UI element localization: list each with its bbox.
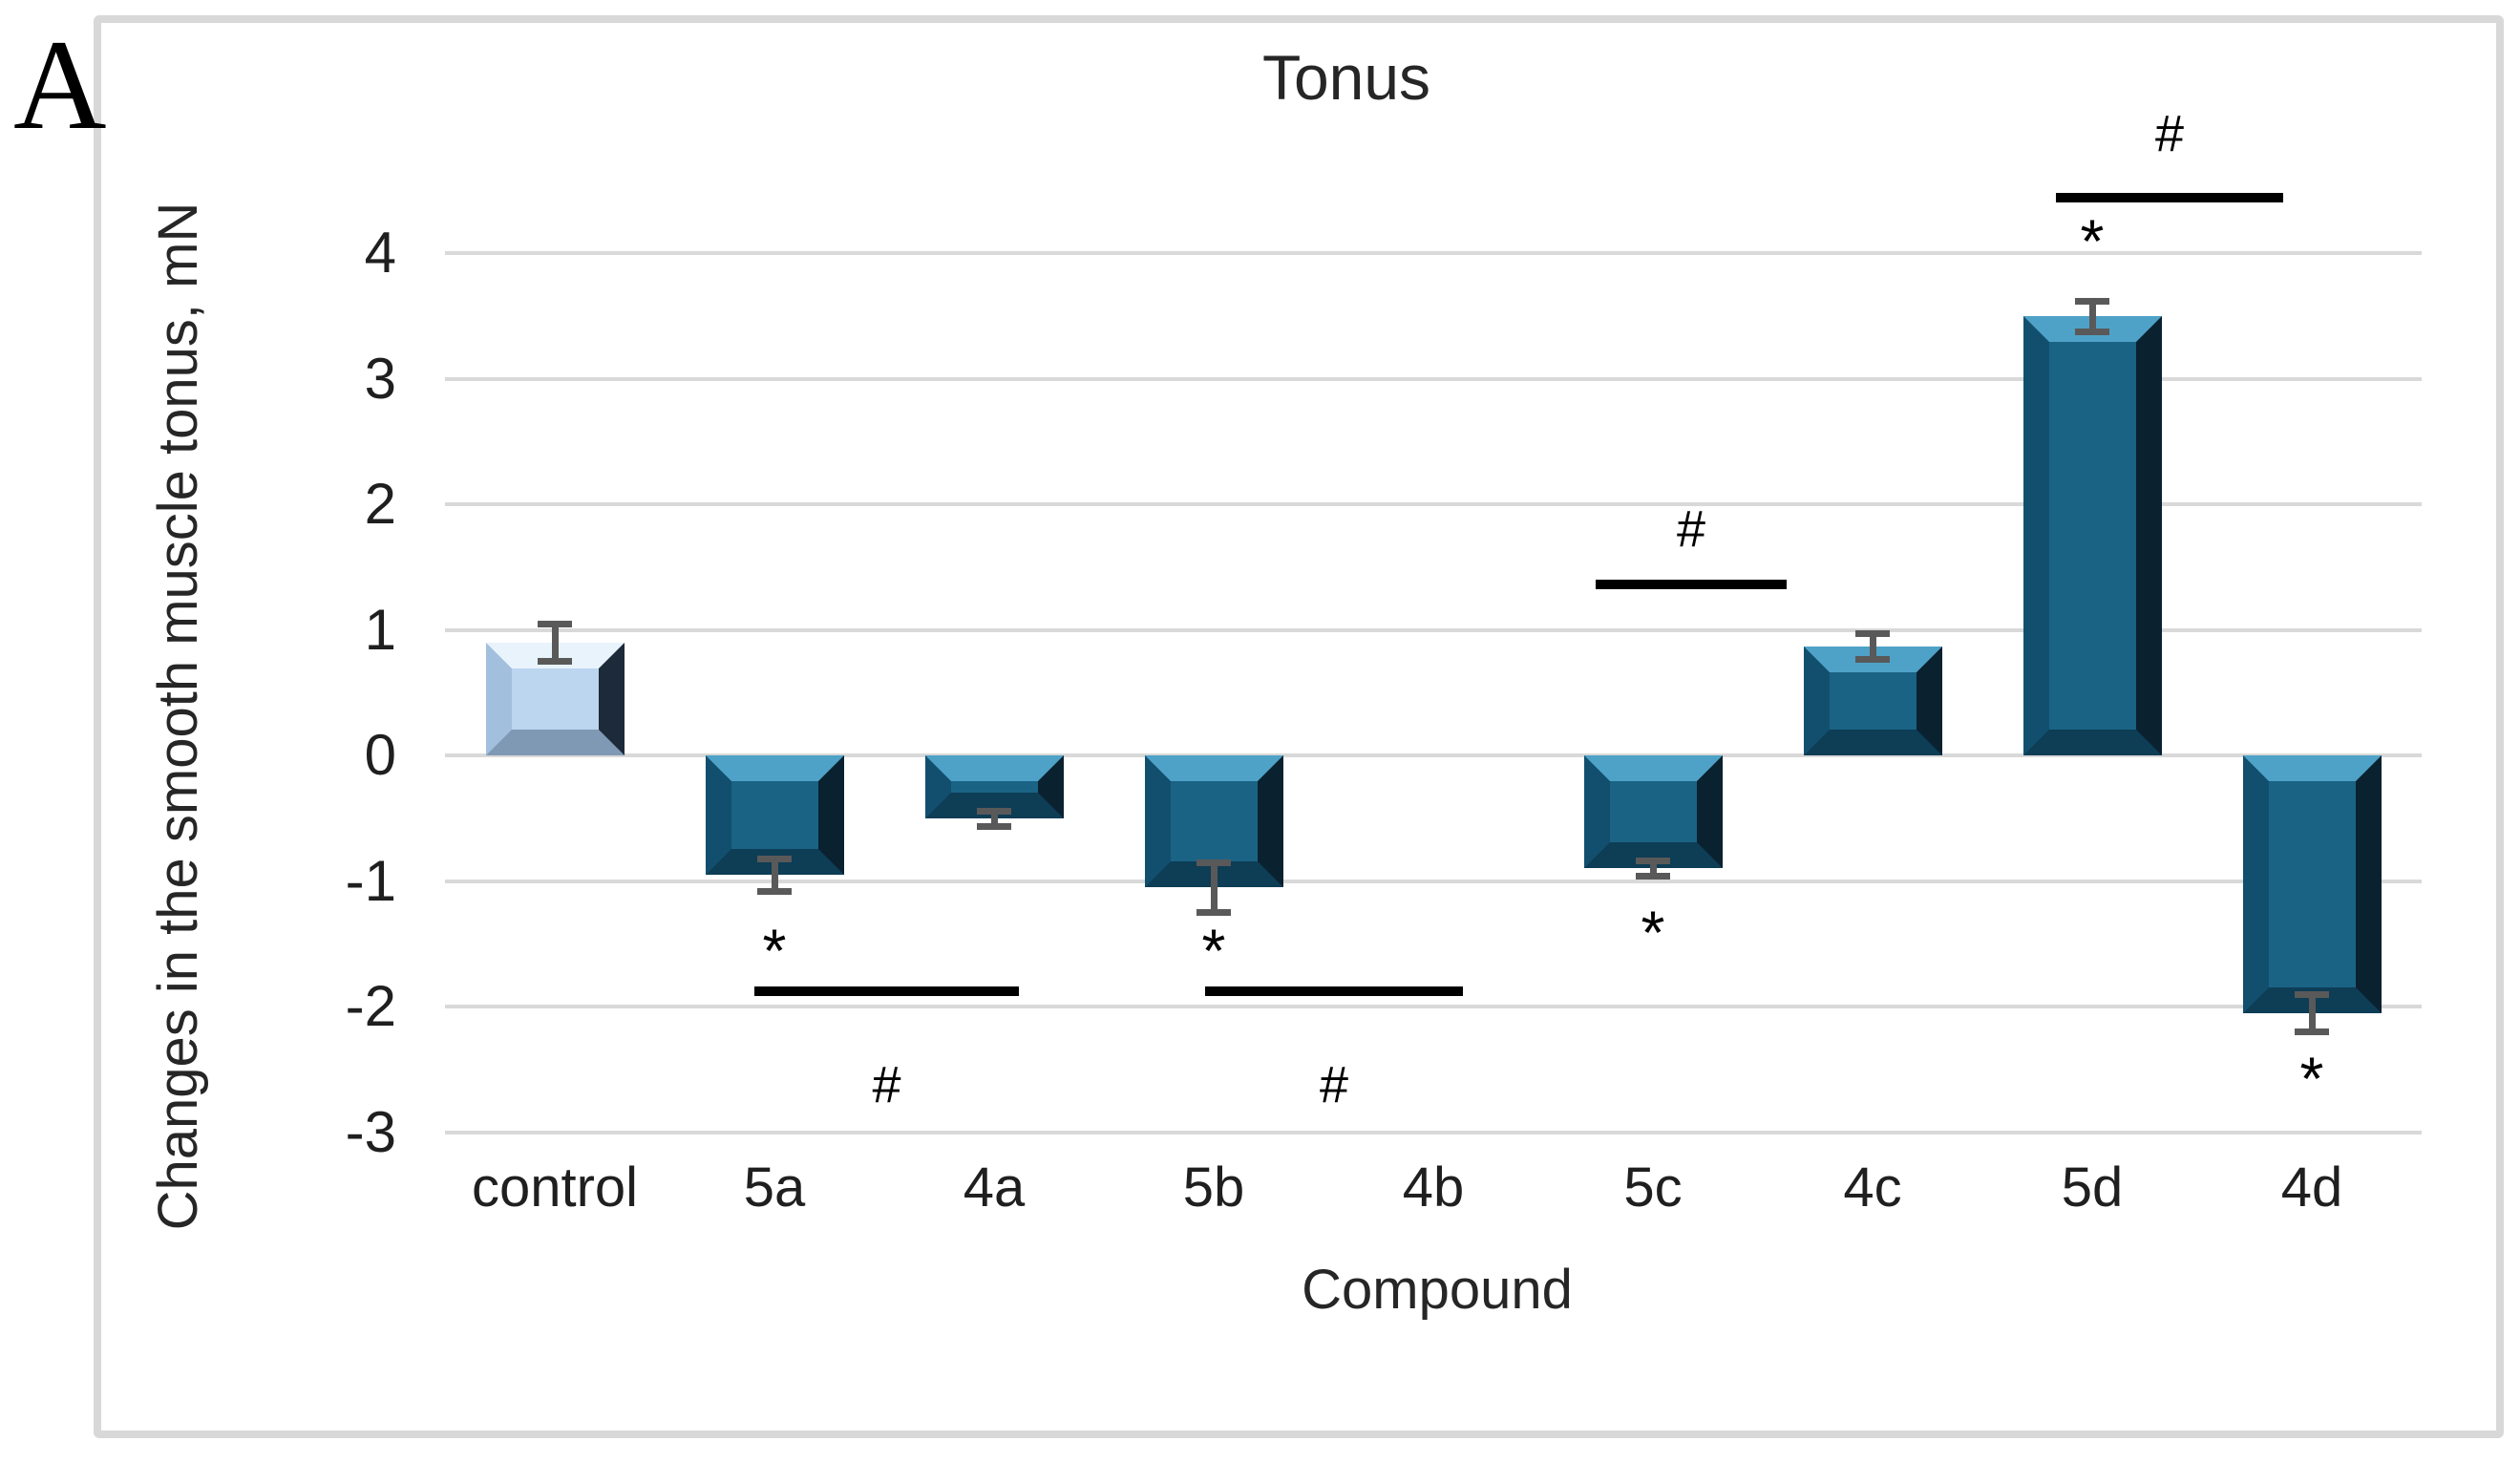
chart-title: Tonus [1261,42,1431,113]
x-category-label-4c: 4c [1843,1156,1902,1219]
error-bar-cap-bottom-4c [1855,655,1890,663]
x-category-label-5d: 5d [2061,1156,2124,1219]
error-bar-cap-bottom-5d [2075,328,2109,335]
error-bar-cap-bottom-4d [2295,1028,2329,1036]
error-bar-cap-bottom-5b [1196,909,1231,917]
asterisk-annotation-5a: * [762,916,787,986]
x-category-label-4b: 4b [1402,1156,1465,1219]
y-tick-label: -1 [345,848,396,913]
significance-line-5c-4c [1596,580,1787,590]
asterisk-annotation-5c: * [1641,898,1665,967]
error-bar-cap-bottom-4a [977,822,1011,830]
error-bar-cap-bottom-5c [1636,873,1670,880]
error-bar-cap-top-4d [2295,990,2329,998]
hash-annotation-5c-4c: # [1676,500,1706,559]
y-tick-label: 2 [364,472,396,536]
gridline-y-4 [445,251,2422,255]
y-tick-label: 0 [364,723,396,787]
error-bar-cap-top-4a [977,807,1011,815]
gridline-y--3 [445,1130,2422,1134]
gridline-y-1 [445,627,2422,632]
error-bar-line-control [551,623,559,662]
error-bar-cap-top-5c [1636,858,1670,865]
x-category-label-4a: 4a [963,1156,1026,1219]
bar-4d [2242,755,2382,1013]
asterisk-annotation-5d: * [2080,206,2105,276]
error-bar-cap-top-5d [2075,297,2109,305]
x-category-label-5b: 5b [1182,1156,1245,1219]
x-category-label-5c: 5c [1623,1156,1683,1219]
gridline-y--2 [445,1005,2422,1008]
error-bar-line-4a [990,810,998,826]
error-bar-cap-top-4c [1855,630,1890,638]
error-bar-line-5d [2088,300,2096,331]
hash-annotation-5b-4b: # [1319,1055,1349,1113]
error-bar-line-5b [1210,861,1218,913]
significance-line-5b-4b [1205,986,1463,997]
error-bar-cap-bottom-control [538,658,572,666]
error-bar-line-4d [2308,993,2316,1032]
bar-4a [924,755,1064,818]
bar-5c [1583,755,1723,869]
error-bar-line-5c [1649,860,1657,877]
bar-4c [1803,646,1942,755]
gridline-y-0 [445,753,2422,757]
gridline-y-2 [445,502,2422,506]
bar-5d [2022,315,2162,755]
error-bar-cap-top-5b [1196,859,1231,866]
y-tick-label: 4 [364,221,396,285]
y-tick-label: -2 [345,974,396,1038]
gridline-y-3 [445,376,2422,381]
bar-5a [705,755,844,875]
x-category-label-4d: 4d [2280,1156,2343,1219]
hash-annotation-5a-4a: # [872,1055,901,1113]
error-bar-cap-top-control [538,620,572,627]
significance-line-5d-4d [2056,193,2283,203]
error-bar-cap-top-5a [757,855,792,862]
asterisk-annotation-5b: * [1201,916,1226,986]
gridline-y--1 [445,879,2422,883]
significance-line-5a-4a [754,986,1019,997]
y-tick-label: -3 [345,1099,396,1164]
panel-letter-label: A [13,14,107,157]
asterisk-annotation-4d: * [2299,1045,2324,1114]
x-axis-title: Compound [1302,1259,1573,1321]
error-bar-cap-bottom-5a [757,888,792,896]
hash-annotation-5d-4d: # [2154,105,2185,163]
y-tick-label: 3 [364,346,396,411]
error-bar-line-4c [1869,633,1876,659]
x-category-label-control: control [471,1156,639,1219]
y-tick-label: 1 [364,597,396,662]
x-category-label-5a: 5a [743,1156,806,1219]
error-bar-line-5a [771,858,778,892]
y-axis-title: Changes in the smooth muscle tonus, mN [147,201,209,1231]
